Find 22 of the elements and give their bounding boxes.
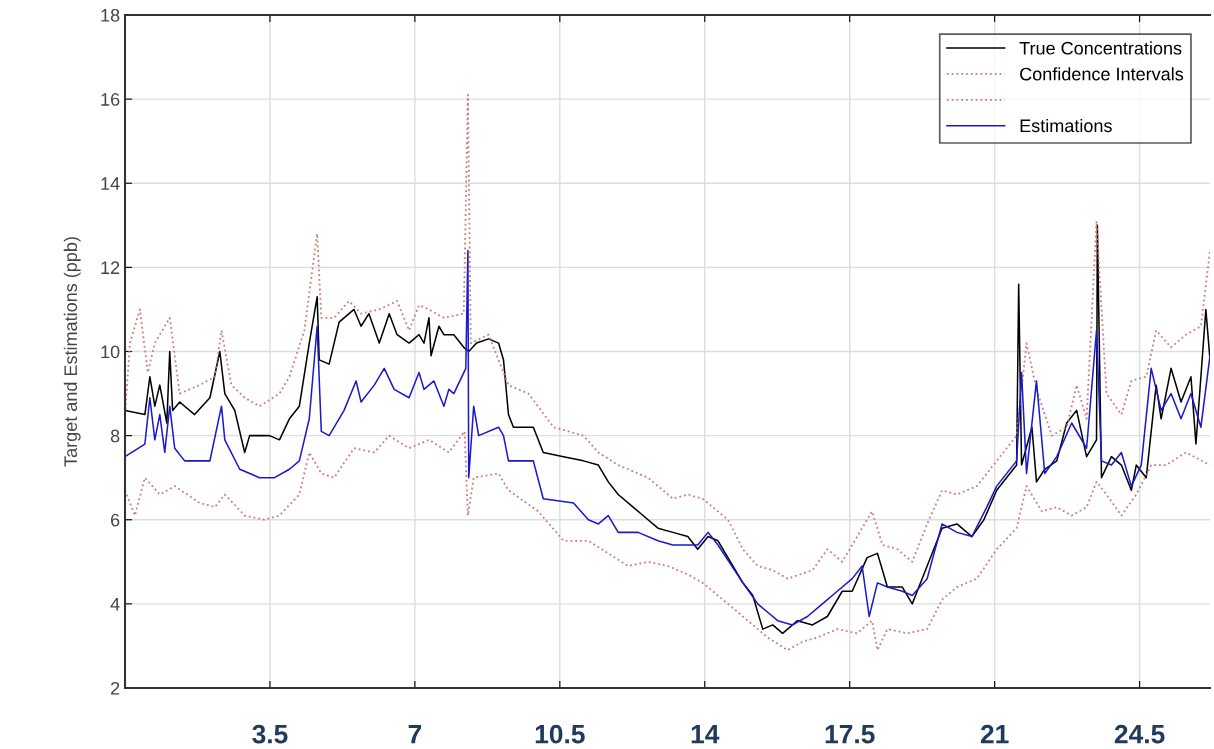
x-tick-label: 14 bbox=[691, 725, 720, 744]
y-tick-label: 12 bbox=[101, 261, 120, 274]
legend-label: Confidence Intervals bbox=[1020, 67, 1184, 81]
y-tick-label: 16 bbox=[101, 93, 120, 106]
x-tick-label: 17.5 bbox=[825, 725, 875, 744]
y-tick-label: 18 bbox=[101, 8, 120, 22]
y-tick-label: 6 bbox=[111, 513, 120, 527]
line-series bbox=[125, 430, 1210, 652]
y-tick-label: 2 bbox=[111, 681, 120, 695]
x-tick-label: 7 bbox=[408, 725, 422, 744]
x-tick-label: 10.5 bbox=[535, 724, 585, 744]
x-tick-label: 3.5 bbox=[252, 724, 288, 744]
y-tick-label: 10 bbox=[101, 345, 120, 359]
legend-label: Estimations bbox=[1020, 118, 1112, 133]
x-tick-label: 24.5 bbox=[1114, 724, 1165, 744]
y-tick-label: 4 bbox=[110, 598, 120, 611]
x-tick-label: 21 bbox=[980, 724, 1009, 744]
line-series bbox=[125, 94, 1210, 580]
y-tick-label: 8 bbox=[110, 429, 120, 443]
y-axis-title: Target and Estimations (ppb) bbox=[63, 237, 81, 467]
y-tick-label: 14 bbox=[101, 177, 120, 190]
legend-label: True Concentrations bbox=[1019, 41, 1182, 55]
